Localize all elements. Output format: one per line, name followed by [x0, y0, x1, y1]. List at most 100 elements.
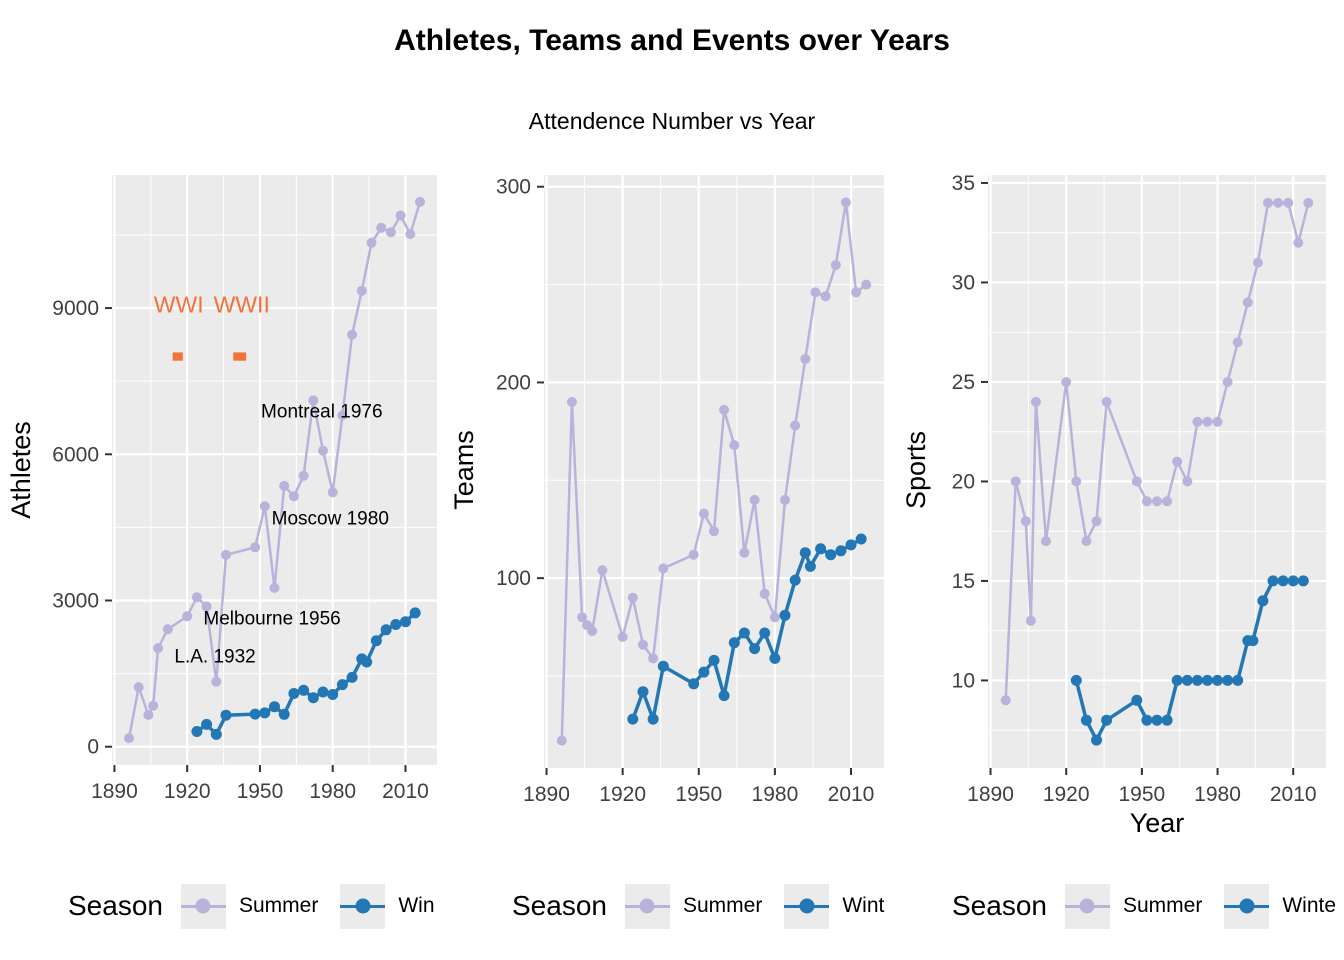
summer-key-dot-icon: [1079, 898, 1095, 914]
winter-data-point: [201, 718, 213, 730]
summer-legend-label: Summer: [682, 894, 763, 917]
summer-data-point: [556, 735, 567, 746]
summer-data-point: [1025, 615, 1036, 626]
winter-data-point: [1151, 714, 1163, 726]
legend-sports: Season Summer Winte: [952, 882, 1344, 930]
summer-data-point: [1212, 416, 1223, 427]
summer-data-point: [577, 612, 588, 623]
summer-data-point: [269, 582, 280, 593]
summer-data-point: [1192, 416, 1203, 427]
summer-data-point: [830, 260, 841, 270]
winter-data-point: [1070, 674, 1082, 686]
summer-data-point: [1030, 396, 1041, 407]
summer-data-point: [566, 397, 577, 407]
summer-data-point: [1273, 197, 1284, 208]
winter-data-point: [1161, 714, 1173, 726]
winter-legend-label: Wint: [842, 894, 885, 917]
winter-data-point: [627, 713, 639, 725]
x-tick-label: 2010: [382, 780, 429, 803]
summer-data-point: [347, 329, 358, 340]
winter-data-point: [409, 607, 421, 619]
summer-legend-key: [180, 883, 226, 929]
summer-data-point: [376, 222, 387, 233]
x-tick-label: 1890: [523, 783, 570, 806]
page-title: Athletes, Teams and Events over Years: [394, 24, 950, 57]
summer-data-point: [211, 676, 222, 687]
y-tick-label: 6000: [52, 443, 99, 466]
summer-data-point: [318, 445, 328, 456]
y-tick-label: 20: [952, 470, 975, 493]
summer-data-point: [191, 592, 202, 603]
x-tick-label: 1950: [675, 783, 722, 806]
summer-data-point: [597, 565, 608, 576]
winter-data-point: [1277, 575, 1289, 587]
summer-data-point: [298, 470, 309, 481]
winter-legend-key: [784, 883, 830, 929]
x-tick-label: 1980: [1194, 783, 1241, 806]
summer-data-point: [308, 395, 319, 406]
summer-data-point: [1182, 476, 1193, 487]
summer-data-point: [1101, 396, 1112, 407]
winter-data-point: [1247, 635, 1259, 647]
winter-data-point: [278, 708, 290, 720]
summer-data-point: [124, 733, 134, 744]
winter-legend-label: Win: [398, 894, 435, 917]
x-tick-label: 1920: [599, 783, 646, 806]
x-tick-label: 1890: [967, 783, 1014, 806]
summer-data-point: [820, 291, 831, 302]
sports-x-axis-title: Year: [1130, 808, 1185, 838]
winter-data-point: [249, 708, 261, 720]
summer-data-point: [688, 549, 699, 560]
summer-data-point: [617, 631, 628, 642]
winter-data-point: [647, 713, 659, 725]
winter-legend-key: [1224, 883, 1270, 929]
annotation-text: Moscow 1980: [272, 509, 389, 530]
winter-data-point: [728, 637, 740, 649]
winter-data-point: [1212, 674, 1223, 686]
summer-data-point: [1242, 297, 1253, 308]
winter-data-point: [759, 627, 771, 639]
summer-data-point: [658, 563, 669, 574]
summer-data-point: [250, 542, 261, 553]
summer-data-point: [279, 480, 290, 491]
winter-data-point: [210, 728, 222, 740]
winter-data-point: [688, 678, 700, 690]
summer-data-point: [405, 229, 416, 240]
summer-data-point: [861, 279, 872, 290]
annotation-text: L.A. 1932: [174, 647, 255, 668]
summer-key-dot-icon: [195, 898, 211, 914]
summer-data-point: [627, 592, 638, 603]
y-tick-label: 3000: [52, 590, 99, 613]
summer-legend-key: [624, 883, 670, 929]
page-subtitle: Attendence Number vs Year: [528, 108, 816, 134]
summer-data-point: [201, 601, 212, 612]
x-tick-label: 1950: [237, 780, 284, 803]
summer-data-point: [1141, 496, 1152, 507]
annotation-rect: [172, 352, 183, 361]
y-tick-label: 100: [496, 567, 531, 590]
summer-data-point: [648, 653, 659, 664]
winter-series-line: [631, 537, 863, 726]
summer-data-point: [780, 494, 790, 505]
summer-data-point: [587, 626, 598, 636]
annotation-text: WWI: [154, 292, 204, 318]
y-tick-label: 300: [496, 176, 531, 199]
winter-data-point: [815, 543, 827, 555]
summer-data-point: [729, 440, 740, 451]
summer-data-point: [356, 285, 367, 296]
winter-data-point: [317, 686, 329, 698]
winter-data-point: [370, 635, 382, 647]
summer-data-point: [698, 508, 709, 519]
winter-key-dot-icon: [355, 898, 371, 914]
winter-data-point: [191, 726, 203, 737]
summer-data-point: [1020, 516, 1031, 527]
winter-data-point: [738, 627, 750, 639]
summer-data-point: [769, 612, 780, 623]
winter-data-point: [789, 574, 801, 586]
winter-data-point: [779, 609, 791, 621]
summer-data-point: [221, 549, 231, 560]
summer-data-point: [337, 410, 348, 421]
winter-legend-key: [340, 883, 386, 929]
annotation-text: WWII: [214, 292, 270, 318]
